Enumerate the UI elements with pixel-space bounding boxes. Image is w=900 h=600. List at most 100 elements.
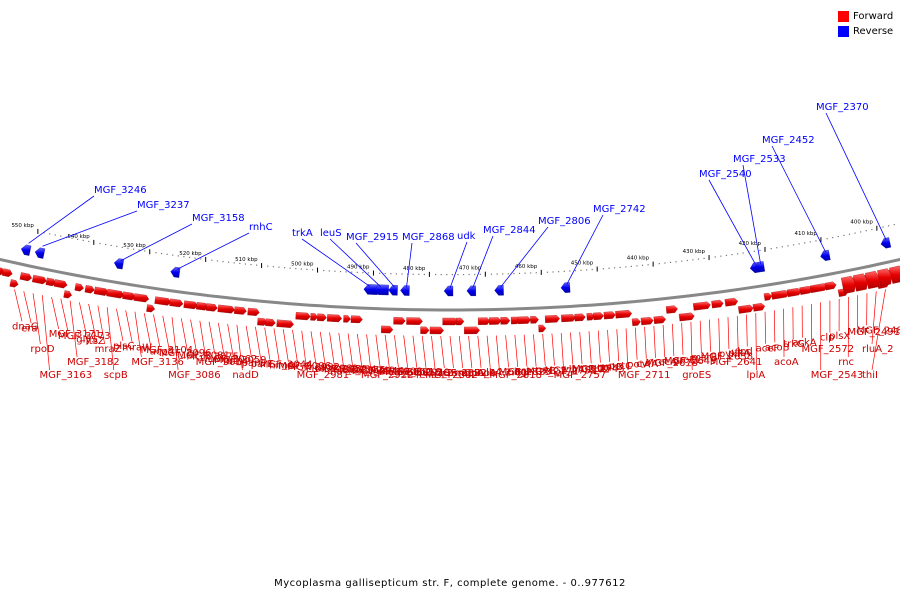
forward-label-leader: [699, 320, 702, 353]
scale-minor-tick: [250, 263, 252, 266]
forward-label-leader: [644, 326, 647, 359]
scale-minor-tick: [116, 245, 118, 248]
forward-label-leader: [218, 322, 225, 355]
forward-gene-label: gcp: [590, 363, 608, 374]
forward-gene-label: smpB: [453, 368, 481, 379]
forward-gene-label: acpS: [150, 347, 174, 358]
scale-minor-tick: [490, 273, 493, 275]
forward-gene-label: arcA_2: [462, 368, 496, 379]
forward-feature-arrow: [429, 326, 444, 335]
scale-minor-tick: [43, 232, 45, 234]
scale-minor-tick: [686, 259, 688, 262]
scale-minor-tick: [832, 237, 834, 239]
forward-label-leader: [440, 335, 445, 369]
scale-minor-tick: [160, 252, 163, 255]
reverse-feature-arrow: [443, 285, 454, 297]
scale-minor-tick: [216, 260, 219, 262]
scale-minor-tick: [228, 261, 230, 263]
forward-label-leader: [356, 333, 363, 366]
legend-reverse: Reverse: [838, 24, 893, 39]
scale-minor-tick: [423, 273, 425, 276]
scale-minor-tick: [792, 244, 795, 246]
forward-gene-label: lpd: [737, 347, 752, 358]
forward-gene-label: MGF_2922: [361, 370, 414, 381]
forward-label-leader: [375, 334, 381, 367]
scale-minor-tick: [77, 238, 79, 240]
forward-feature-arrow: [84, 285, 95, 294]
forward-label-leader: [319, 331, 326, 364]
forward-gene-label: parE: [251, 359, 274, 370]
forward-feature-arrow: [295, 312, 311, 321]
scale-minor-tick: [451, 273, 453, 276]
forward-feature-arrow: [381, 325, 394, 334]
forward-label-leader: [162, 315, 170, 348]
forward-feature-arrow: [477, 317, 491, 325]
forward-gene-label: MGF_2638: [701, 352, 754, 363]
forward-label-leader: [292, 329, 298, 363]
forward-label-leader: [764, 311, 766, 344]
scale-minor-tick: [384, 272, 386, 275]
forward-label-leader: [755, 313, 757, 371]
forward-gene-label: MGF_3136: [131, 357, 184, 368]
scale-minor-tick: [71, 237, 73, 239]
scale-minor-tick: [177, 255, 179, 257]
scale-minor-tick: [860, 231, 862, 233]
forward-gene-label: MGF_2641: [710, 357, 763, 368]
scale-minor-tick: [675, 261, 677, 263]
forward-feature-arrow: [93, 286, 109, 296]
forward-label-leader: [125, 310, 133, 343]
scale-minor-tick: [345, 271, 347, 273]
reverse-label-leader: [566, 214, 604, 285]
forward-gene-label: dnaG: [12, 321, 39, 332]
scale-minor-tick: [608, 267, 610, 269]
forward-label-leader: [282, 329, 289, 362]
forward-feature-arrow: [343, 315, 351, 323]
scale-minor-tick: [440, 273, 442, 276]
scale-minor-tick: [591, 268, 593, 271]
scale-minor-tick: [104, 243, 107, 246]
forward-label-leader: [255, 326, 262, 359]
forward-gene-label: trkG: [783, 339, 805, 350]
forward-feature-arrow: [233, 306, 247, 315]
forward-gene-label: thiI: [862, 370, 878, 381]
forward-gene-label: era: [21, 323, 37, 334]
scale-tick-label: 530 kbp: [123, 243, 146, 249]
forward-gene-label: groEL: [673, 355, 702, 366]
forward-gene-label: MGF_2955: [333, 365, 386, 376]
scale-tick-label: 450 kbp: [571, 261, 594, 267]
scale-minor-tick: [155, 252, 157, 254]
scale-minor-tick: [211, 259, 213, 261]
forward-feature-arrow: [154, 296, 172, 306]
scale-minor-tick: [770, 248, 772, 250]
scale-minor-tick: [798, 243, 800, 245]
scale-minor-tick: [524, 272, 526, 274]
scale-minor-tick: [737, 253, 739, 255]
forward-gene-label: rnc: [838, 357, 854, 368]
forward-feature-arrow: [692, 301, 711, 311]
forward-feature-arrow: [31, 274, 47, 285]
scale-minor-tick: [144, 250, 146, 252]
scale-minor-tick: [390, 273, 392, 275]
scale-minor-tick: [602, 268, 604, 270]
forward-gene-label: cvfA: [636, 359, 658, 370]
forward-feature-arrow: [724, 297, 739, 307]
forward-label-leader: [236, 324, 243, 371]
reverse-gene-label: MGF_2915: [346, 232, 399, 243]
forward-label-leader: [69, 300, 78, 358]
forward-feature-arrow: [763, 292, 773, 301]
forward-label-leader: [625, 328, 629, 371]
forward-label-leader: [199, 320, 206, 358]
forward-gene-label: MGF_2919: [398, 367, 451, 378]
scale-minor-tick: [513, 272, 515, 275]
scale-minor-tick: [865, 230, 867, 232]
forward-gene-label: MGF_2882: [425, 370, 478, 381]
forward-label-leader: [523, 334, 528, 367]
forward-label-leader: [579, 331, 583, 364]
reverse-gene-label: MGF_2533: [733, 154, 786, 165]
forward-feature-arrow: [63, 290, 72, 299]
forward-label-leader: [347, 333, 353, 366]
forward-feature-arrow: [771, 290, 790, 300]
forward-label-leader: [672, 323, 675, 356]
scale-minor-tick: [289, 267, 291, 269]
reverse-gene-label: trkA: [292, 228, 313, 239]
